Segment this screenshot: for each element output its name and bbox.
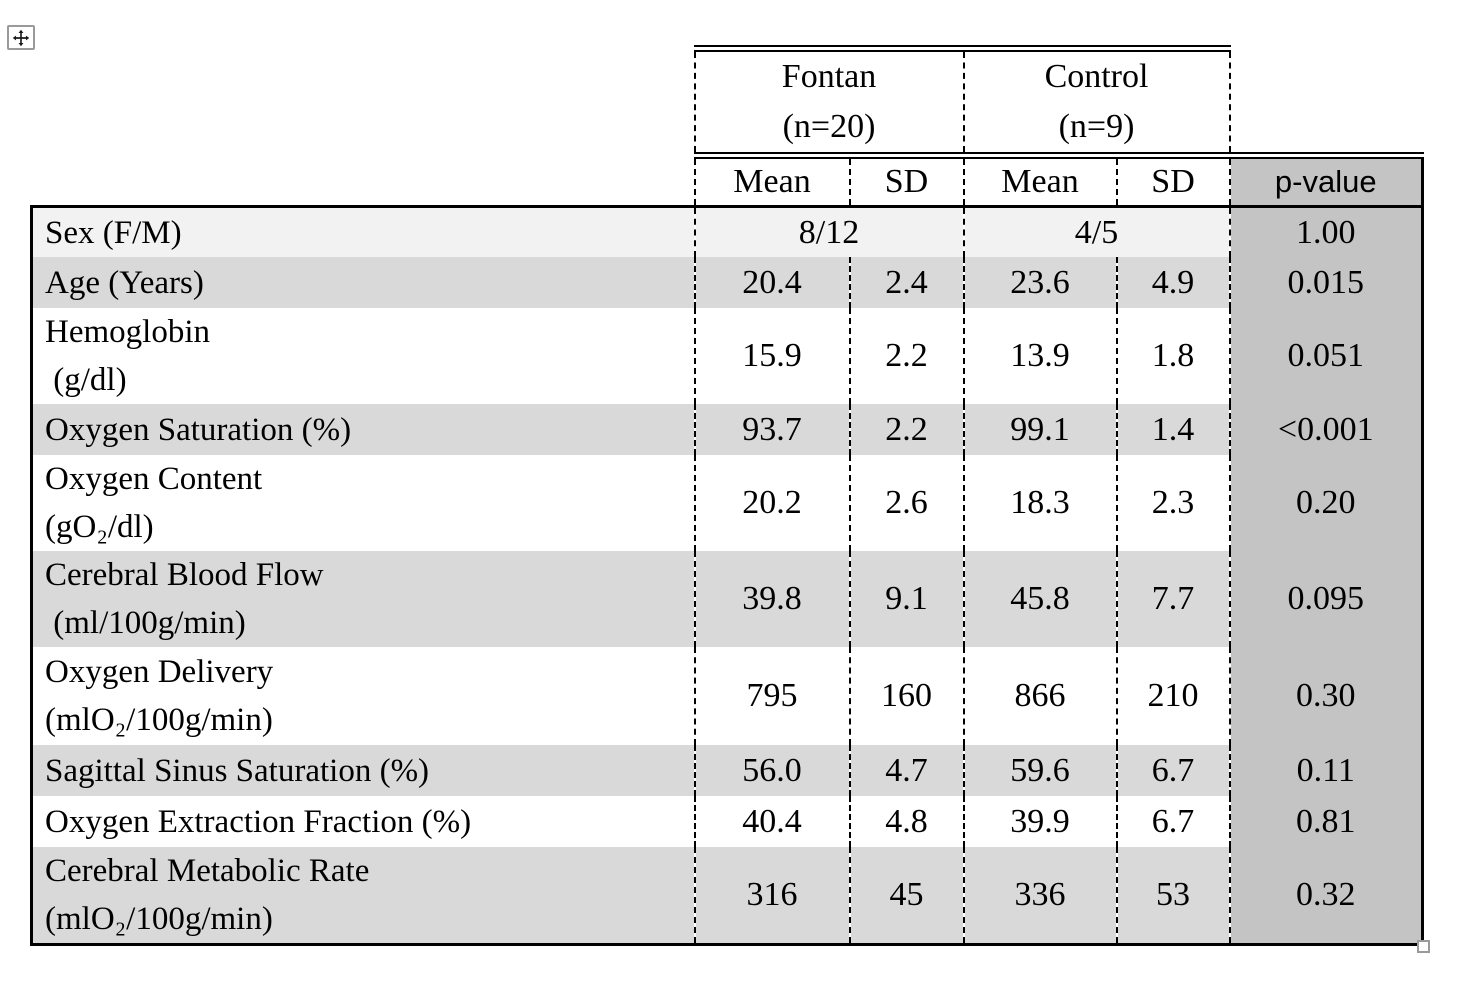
cell-ocont-control-mean[interactable]: 18.3 [963,455,1118,552]
cell-sss-control-sd[interactable]: 6.7 [1116,745,1231,797]
cell-oef-fontan-sd[interactable]: 4.8 [849,796,965,848]
cell-age-control-sd[interactable]: 4.9 [1116,257,1231,309]
cell-cbf-fontan-sd[interactable]: 9.1 [849,551,965,648]
row-label-cerebral-metabolic-rate[interactable]: Cerebral Metabolic Rate (mlO₂/100g/min) [30,847,696,947]
table-row-sex: Sex (F/M) 8/12 4/5 1.00 [30,206,1425,258]
cell-hemoglobin-control-sd[interactable]: 1.8 [1116,308,1231,405]
group-title-fontan: Fontan [781,58,877,95]
row-label-oxygen-delivery[interactable]: Oxygen Delivery (mlO₂/100g/min) [30,647,696,746]
row-label-hemoglobin[interactable]: Hemoglobin (g/dl) [30,308,696,405]
cell-sss-fontan-sd[interactable]: 4.7 [849,745,965,797]
cell-osat-fontan-sd[interactable]: 2.2 [849,404,965,456]
cell-sex-pvalue[interactable]: 1.00 [1229,206,1425,258]
header-fontan-mean[interactable]: Mean [694,155,851,208]
column-header-row: Mean SD Mean SD p-value [31,155,1425,208]
table-row-hemoglobin: Hemoglobin (g/dl) 15.9 2.2 13.9 1.8 0.05… [30,308,1425,405]
row-label-oxygen-content[interactable]: Oxygen Content (gO₂/dl) [30,455,696,552]
table-row-oxygen-saturation: Oxygen Saturation (%) 93.7 2.2 99.1 1.4 … [30,404,1425,456]
cell-sss-pvalue[interactable]: 0.11 [1229,745,1425,797]
cell-age-fontan-mean[interactable]: 20.4 [694,257,851,309]
move-icon [12,29,30,47]
cell-cbf-pvalue[interactable]: 0.095 [1229,551,1425,648]
cell-sss-fontan-mean[interactable]: 56.0 [694,745,851,797]
group-title-control: Control [1044,58,1149,95]
empty-label-header-cell [31,155,696,208]
cell-odel-fontan-sd[interactable]: 160 [849,647,965,746]
empty-corner-cell [32,49,695,156]
table-row-age: Age (Years) 20.4 2.4 23.6 4.9 0.015 [30,257,1425,309]
cell-osat-pvalue[interactable]: <0.001 [1229,404,1425,456]
cell-osat-control-sd[interactable]: 1.4 [1116,404,1231,456]
cell-oef-pvalue[interactable]: 0.81 [1229,796,1425,848]
cell-cmr-fontan-sd[interactable]: 45 [849,847,965,947]
cell-sex-control[interactable]: 4/5 [963,206,1231,258]
cell-odel-control-mean[interactable]: 866 [963,647,1118,746]
cell-hemoglobin-fontan-mean[interactable]: 15.9 [694,308,851,405]
cell-ocont-control-sd[interactable]: 2.3 [1116,455,1231,552]
table-row-cerebral-metabolic-rate: Cerebral Metabolic Rate (mlO₂/100g/min) … [30,847,1425,947]
row-label-cerebral-blood-flow[interactable]: Cerebral Blood Flow (ml/100g/min) [30,551,696,648]
cell-age-pvalue[interactable]: 0.015 [1229,257,1425,309]
table-row-oxygen-extraction-fraction: Oxygen Extraction Fraction (%) 40.4 4.8 … [30,796,1425,848]
cell-hemoglobin-control-mean[interactable]: 13.9 [963,308,1118,405]
comparison-table: Fontan (n=20) Control (n=9) Mean SD Mean… [30,45,1425,947]
row-label-oxygen-extraction-fraction[interactable]: Oxygen Extraction Fraction (%) [30,796,696,848]
header-control-sd[interactable]: SD [1116,155,1231,208]
cell-age-control-mean[interactable]: 23.6 [963,257,1118,309]
row-label-age[interactable]: Age (Years) [30,257,696,309]
empty-pvalue-top-cell [1229,48,1423,159]
header-control-mean[interactable]: Mean [963,155,1118,208]
group-subtitle-fontan: (n=20) [782,108,876,145]
cell-cbf-fontan-mean[interactable]: 39.8 [694,551,851,648]
cell-osat-fontan-mean[interactable]: 93.7 [694,404,851,456]
cell-cbf-control-mean[interactable]: 45.8 [963,551,1118,648]
row-label-sex[interactable]: Sex (F/M) [30,206,696,258]
table-row-sagittal-sinus-saturation: Sagittal Sinus Saturation (%) 56.0 4.7 5… [30,745,1425,797]
cell-odel-control-sd[interactable]: 210 [1116,647,1231,746]
cell-oef-control-mean[interactable]: 39.9 [963,796,1118,848]
cell-age-fontan-sd[interactable]: 2.4 [849,257,965,309]
table-row-oxygen-delivery: Oxygen Delivery (mlO₂/100g/min) 795 160 … [30,647,1425,746]
table-row-cerebral-blood-flow: Cerebral Blood Flow (ml/100g/min) 39.8 9… [30,551,1425,648]
group-header-row: Fontan (n=20) Control (n=9) [32,45,1423,159]
table-row-oxygen-content: Oxygen Content (gO₂/dl) 20.2 2.6 18.3 2.… [30,455,1425,552]
group-subtitle-control: (n=9) [1058,108,1135,145]
cell-cbf-control-sd[interactable]: 7.7 [1116,551,1231,648]
cell-ocont-pvalue[interactable]: 0.20 [1229,455,1425,552]
header-pvalue[interactable]: p-value [1229,155,1425,208]
cell-sex-fontan[interactable]: 8/12 [694,206,965,258]
cell-hemoglobin-fontan-sd[interactable]: 2.2 [849,308,965,405]
cell-ocont-fontan-mean[interactable]: 20.2 [694,455,851,552]
table-move-handle[interactable] [7,25,35,50]
cell-oef-control-sd[interactable]: 6.7 [1116,796,1231,848]
cell-cmr-pvalue[interactable]: 0.32 [1229,847,1425,947]
cell-cmr-fontan-mean[interactable]: 316 [694,847,851,947]
cell-hemoglobin-pvalue[interactable]: 0.051 [1229,308,1425,405]
cell-cmr-control-sd[interactable]: 53 [1116,847,1231,947]
cell-oef-fontan-mean[interactable]: 40.4 [694,796,851,848]
cell-odel-fontan-mean[interactable]: 795 [694,647,851,746]
group-header-control[interactable]: Control (n=9) [963,45,1231,159]
cell-ocont-fontan-sd[interactable]: 2.6 [849,455,965,552]
cell-osat-control-mean[interactable]: 99.1 [963,404,1118,456]
header-fontan-sd[interactable]: SD [849,155,965,208]
group-header-fontan[interactable]: Fontan (n=20) [693,45,965,159]
cell-cmr-control-mean[interactable]: 336 [963,847,1118,947]
cell-odel-pvalue[interactable]: 0.30 [1229,647,1425,746]
cell-sss-control-mean[interactable]: 59.6 [963,745,1118,797]
row-label-oxygen-saturation[interactable]: Oxygen Saturation (%) [30,404,696,456]
row-label-sagittal-sinus-saturation[interactable]: Sagittal Sinus Saturation (%) [30,745,696,797]
table-resize-handle[interactable] [1417,940,1430,953]
